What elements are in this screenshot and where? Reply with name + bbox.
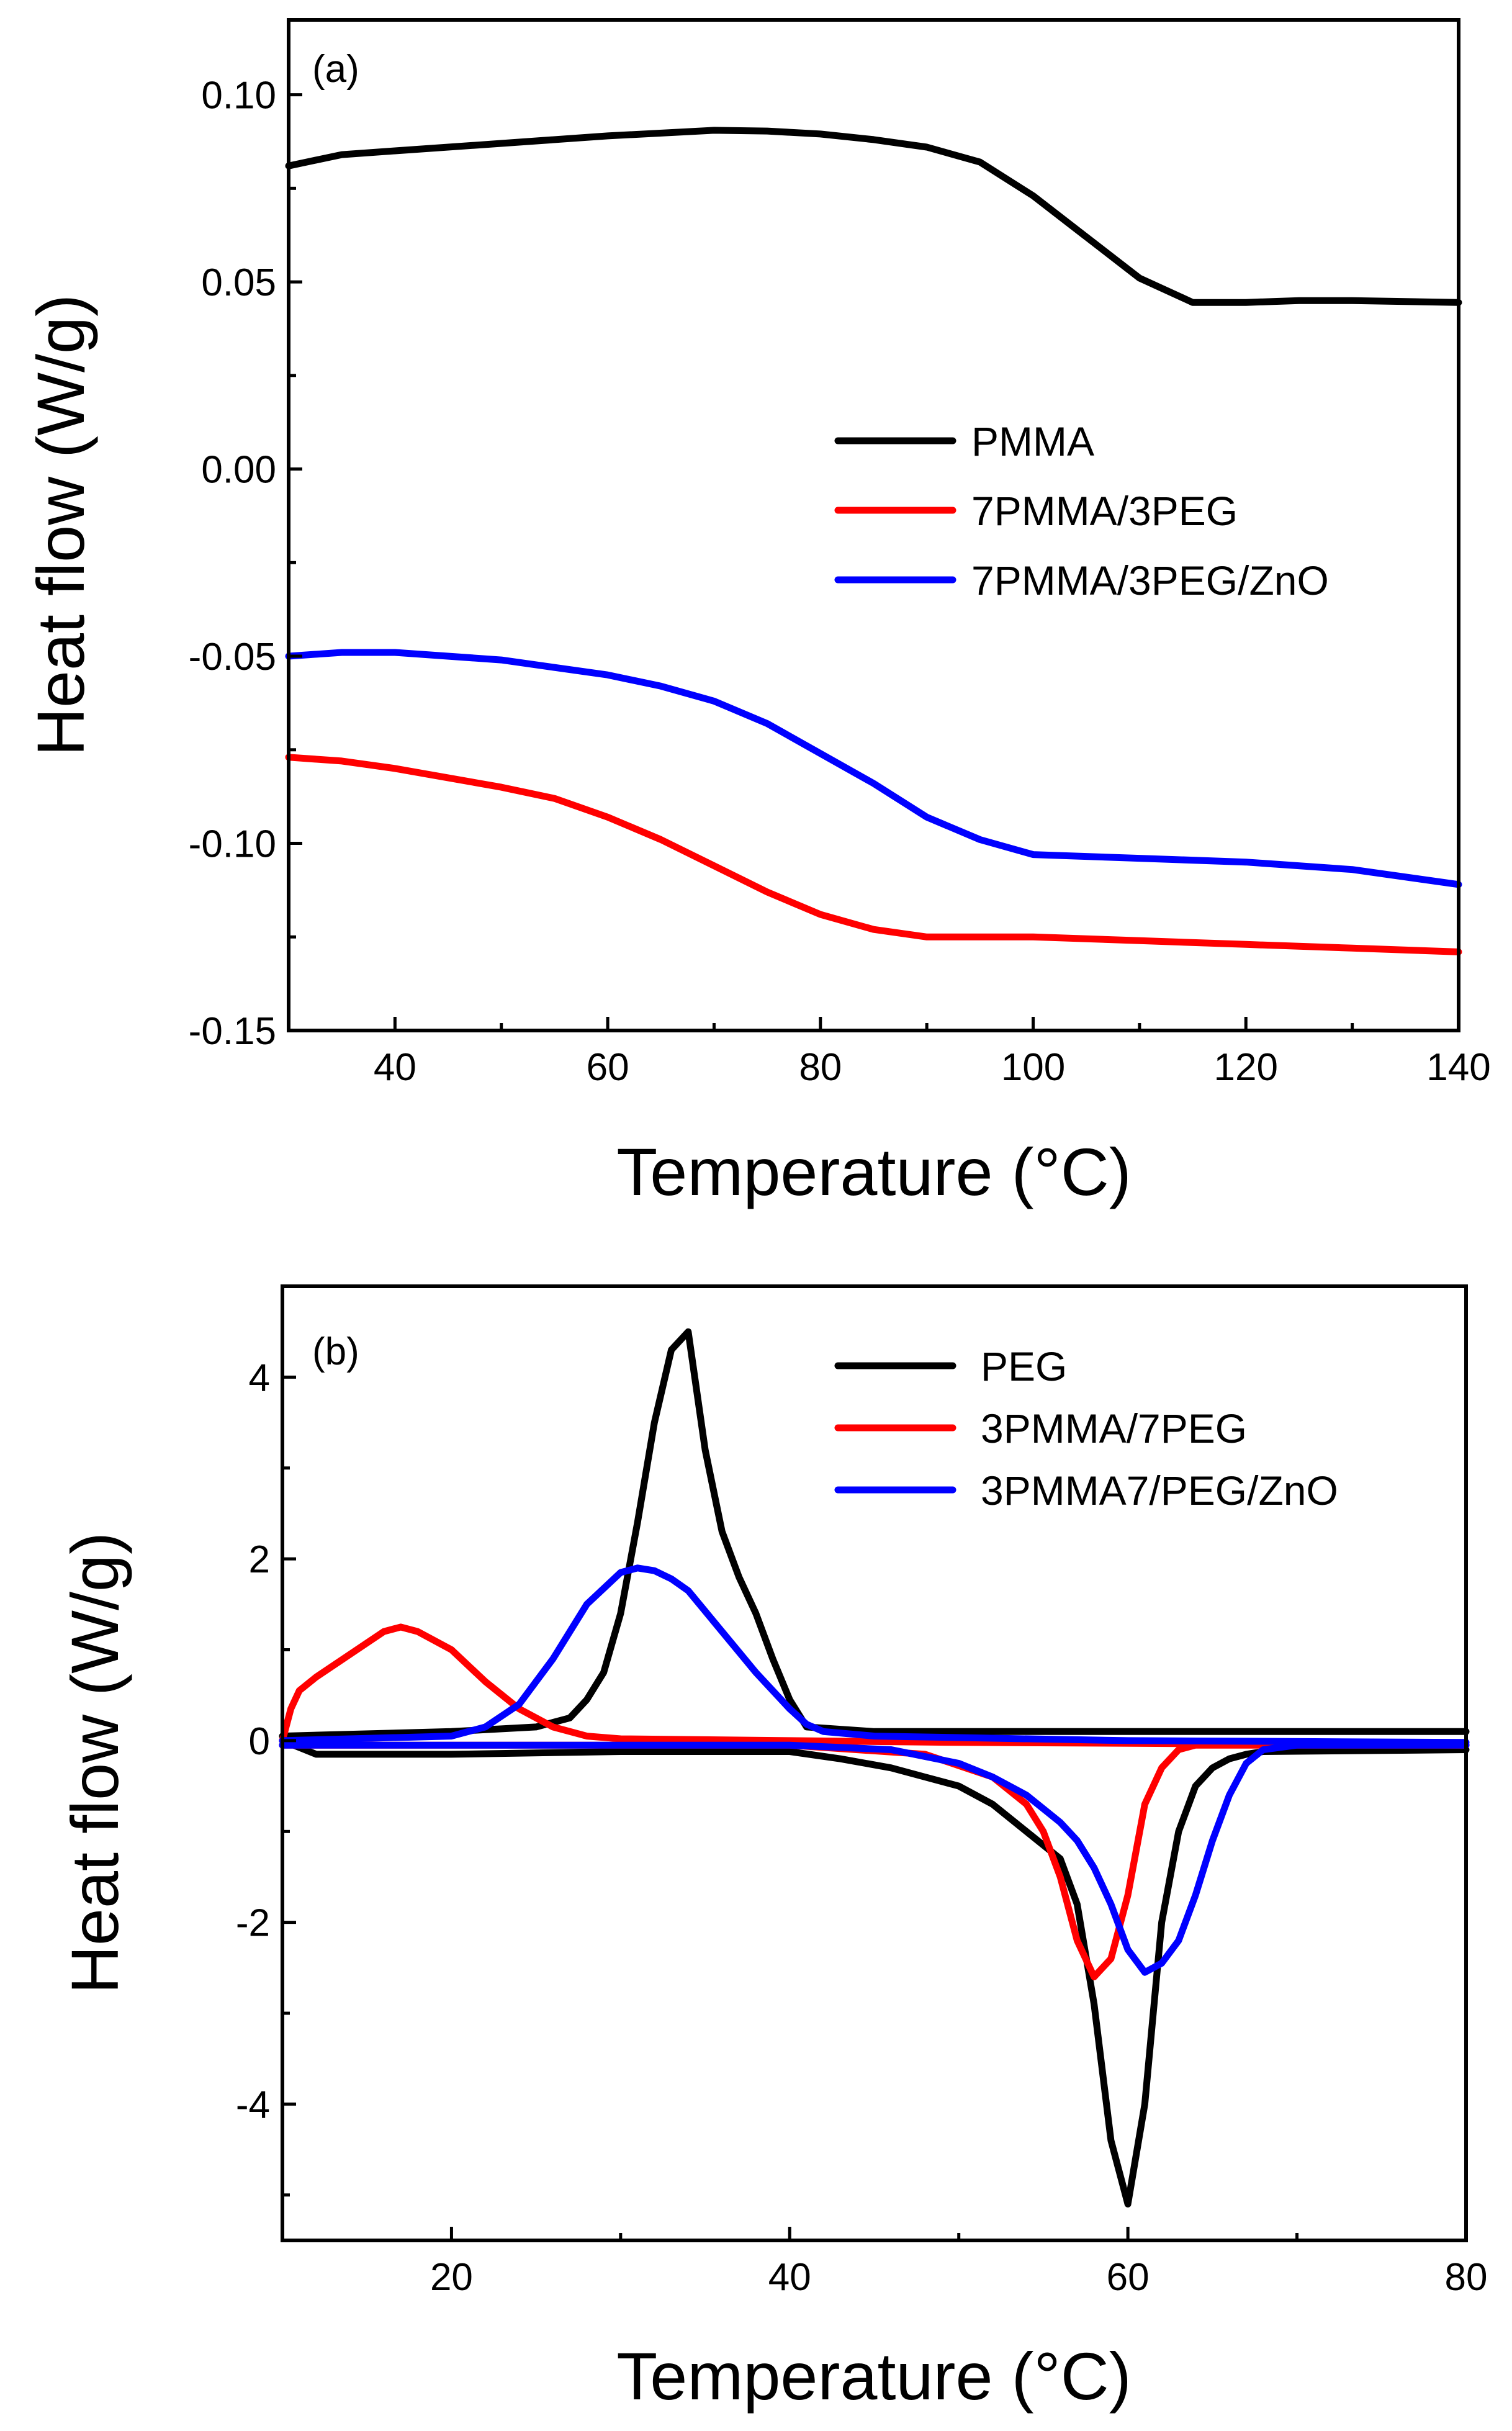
panel-a-legend-label-7pmma-3peg-zno: 7PMMA/3PEG/ZnO (971, 557, 1329, 603)
panel-b-y-tick-label: -2 (236, 1902, 270, 1945)
panel-a-x-axis-title: Temperature (°C) (616, 1134, 1131, 1209)
panel-b-y-axis-title: Heat flow (W/g) (57, 1532, 132, 1994)
panel-a-x-tick-label: 140 (1426, 1046, 1490, 1089)
panel-b-series-3pmma-7peg-segment-1 (279, 1623, 1470, 1749)
panel-a-plot-frame (287, 18, 1460, 1032)
panel-a-legend-label-7pmma-3peg: 7PMMA/3PEG (971, 488, 1238, 534)
panel-a-y-tick-label: -0.10 (189, 823, 276, 866)
panel-a-x-tick-label: 80 (799, 1046, 842, 1089)
panel-b-series-peg-segment-2 (279, 1737, 1470, 2208)
panel-a-y-tick-label: 0.10 (201, 74, 276, 117)
panel-a-y-tick-label: 0.05 (201, 261, 276, 304)
panel-b-series-3pmma7-peg-zno-segment-2 (279, 1741, 1470, 1976)
panel-b-y-tick-label: -4 (236, 2083, 270, 2126)
panel-a-label: (a) (312, 48, 359, 91)
panel-b-y-tick-label: 4 (249, 1356, 270, 1399)
panel-b-series-3pmma7-peg-zno-segment-1 (279, 1564, 1470, 1746)
panel-a-series-pmma (285, 127, 1462, 306)
panel-b-series-peg-segment-1 (279, 1328, 1470, 1740)
panel-b-y-tick-label: 2 (249, 1538, 270, 1581)
panel-a-legend: PMMA 7PMMA/3PEG 7PMMA/3PEG/ZnO (834, 418, 1329, 603)
panel-a-y-tick-label: 0.00 (201, 449, 276, 492)
panel-b-x-tick-label: 40 (768, 2256, 811, 2299)
panel-a-x-tick-label: 40 (374, 1046, 416, 1089)
panel-a-series (285, 127, 1462, 955)
panel-a: 40 60 80 100 120 140 -0.15 -0.10 -0.05 0.00 0.05 0.… (23, 18, 1491, 1209)
panel-b-y-tick-label: 0 (249, 1720, 270, 1763)
panel-b-legend-label-3pmma7-peg-zno: 3PMMA7/PEG/ZnO (981, 1468, 1338, 1513)
panel-a-ticks: 40 60 80 100 120 140 -0.15 -0.10 -0.05 0.00 0.05 0.… (189, 74, 1491, 1089)
panel-b-x-tick-label: 80 (1445, 2256, 1488, 2299)
panel-a-x-tick-label: 60 (587, 1046, 629, 1089)
panel-b-legend-label-3pmma-7peg: 3PMMA/7PEG (981, 1405, 1247, 1451)
panel-b-series-3pmma-7peg-segment-2 (279, 1741, 1470, 1980)
panel-b-ticks: 20 40 60 80 -4 -2 0 2 4 (236, 1284, 1488, 2299)
panel-a-series-7pmma-3peg-zno (285, 649, 1462, 888)
panel-a-y-tick-label: -0.05 (189, 636, 276, 679)
panel-a-y-tick-label: -0.15 (189, 1010, 276, 1053)
panel-b: 20 40 60 80 -4 -2 0 2 4 (b) Temperature (°C) Hea… (57, 1284, 1488, 2414)
panel-a-series-7pmma-3peg (285, 754, 1462, 955)
panel-b-legend: PEG 3PMMA/7PEG 3PMMA7/PEG/ZnO (834, 1343, 1338, 1513)
panel-a-y-axis-title: Heat flow (W/g) (23, 294, 98, 756)
panel-b-x-tick-label: 60 (1107, 2256, 1150, 2299)
panel-a-x-tick-label: 100 (1001, 1046, 1065, 1089)
panel-b-x-axis-title: Temperature (°C) (616, 2339, 1131, 2414)
panel-a-x-tick-label: 120 (1214, 1046, 1278, 1089)
panel-b-plot-frame (281, 1284, 1468, 2242)
panel-b-legend-label-peg: PEG (981, 1343, 1067, 1389)
panel-b-label: (b) (312, 1330, 359, 1373)
panel-b-series (279, 1328, 1470, 2208)
panel-a-legend-label-pmma: PMMA (971, 418, 1094, 464)
panel-b-x-tick-label: 20 (430, 2256, 473, 2299)
